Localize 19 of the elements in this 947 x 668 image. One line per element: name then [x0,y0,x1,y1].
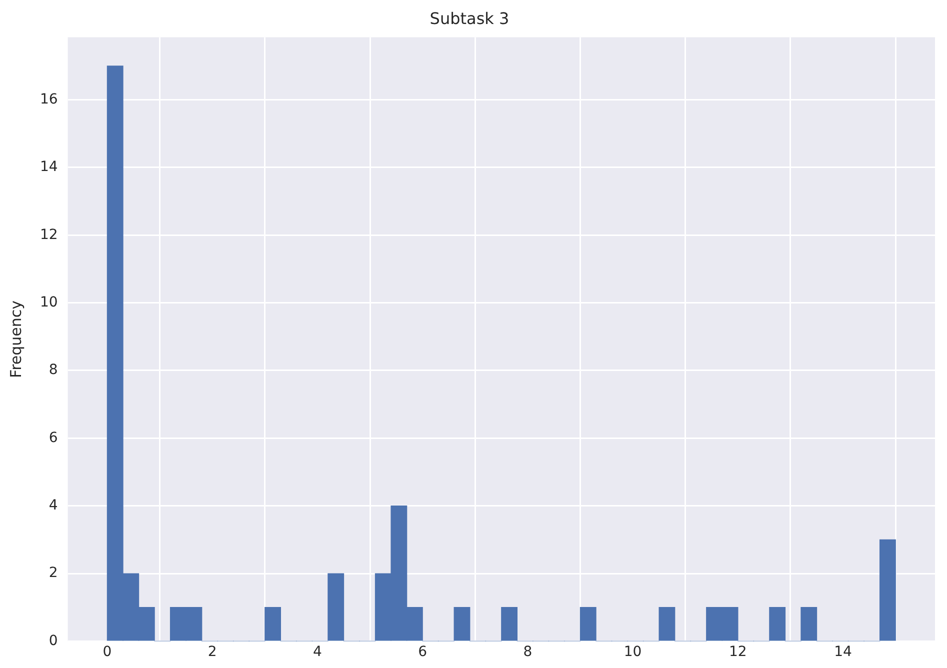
x-tick-label: 14 [834,644,852,660]
x-tick-label: 8 [523,644,532,660]
y-tick-label: 4 [48,497,58,514]
x-tick-label: 4 [313,644,322,660]
y-tick-label: 12 [40,226,58,243]
y-tick-label: 14 [40,159,58,176]
y-tick-label: 0 [48,632,58,649]
y-tick-label: 10 [40,294,58,310]
y-tick-label: 2 [48,565,58,582]
x-tick-label: 0 [102,644,112,660]
x-tick-label: 10 [624,644,642,660]
y-axis-title: Frequency [6,300,25,378]
y-tick-label: 8 [48,362,58,378]
x-tick-label: 6 [418,644,428,660]
y-tick-label: 16 [40,91,58,108]
x-tick-label: 2 [208,644,217,660]
x-tick-label: 12 [729,644,747,660]
chart-title: Subtask 3 [430,8,510,28]
y-tick-label: 6 [48,430,58,446]
